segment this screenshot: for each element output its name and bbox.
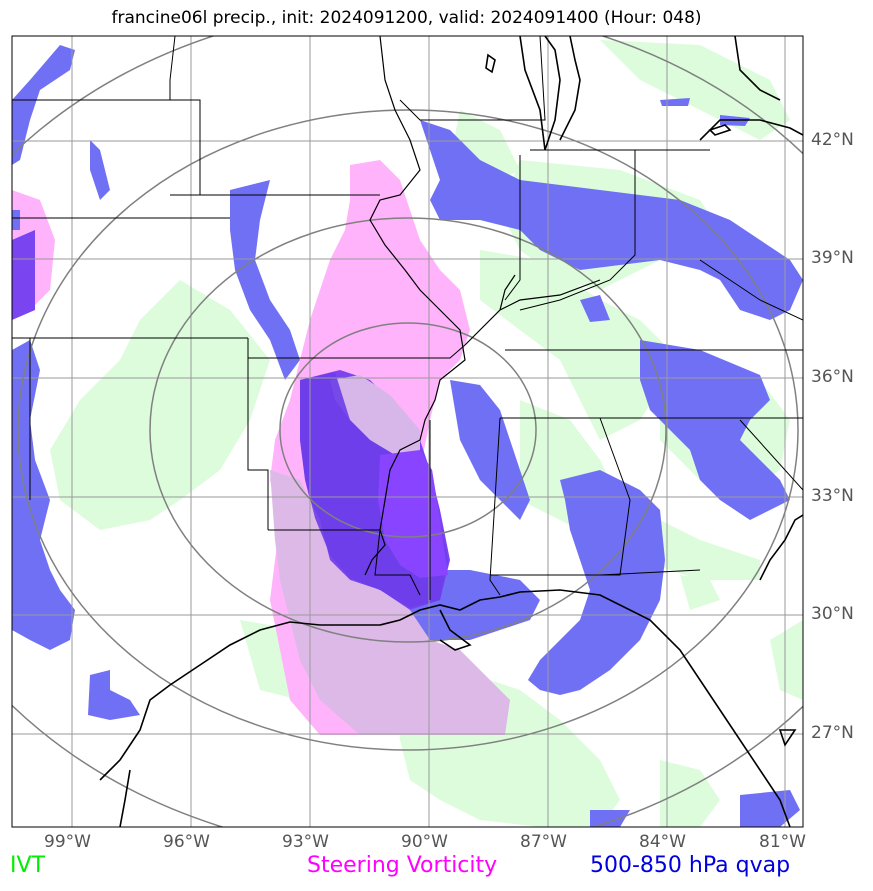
state-borders	[12, 36, 803, 600]
lon-label: 99°W	[44, 832, 91, 852]
overlap-field	[270, 370, 510, 735]
lon-label: 87°W	[520, 832, 567, 852]
legend-qvap: 500-850 hPa qvap	[590, 853, 791, 878]
lat-label: 33°N	[811, 486, 854, 506]
lon-label: 84°W	[639, 832, 686, 852]
great-lakes	[485, 36, 803, 151]
lat-label: 36°N	[811, 367, 854, 387]
river-borders	[364, 36, 601, 576]
range-rings	[12, 36, 803, 827]
lon-label: 96°W	[163, 832, 210, 852]
graticule	[12, 36, 803, 827]
coastline	[99, 514, 803, 827]
lon-label: 90°W	[401, 832, 448, 852]
lat-label: 42°N	[811, 130, 854, 150]
legend-steering-vorticity: Steering Vorticity	[307, 853, 498, 878]
map-title: francine06l precip., init: 2024091200, v…	[111, 8, 702, 28]
legend-ivt: IVT	[10, 853, 45, 878]
lon-label: 93°W	[282, 832, 329, 852]
lat-label: 27°N	[811, 723, 854, 743]
lon-label: 81°W	[759, 832, 806, 852]
qvap-field	[12, 45, 803, 827]
lat-label: 30°N	[811, 604, 854, 624]
map-frame	[11, 35, 804, 828]
lat-label: 39°N	[811, 248, 854, 268]
